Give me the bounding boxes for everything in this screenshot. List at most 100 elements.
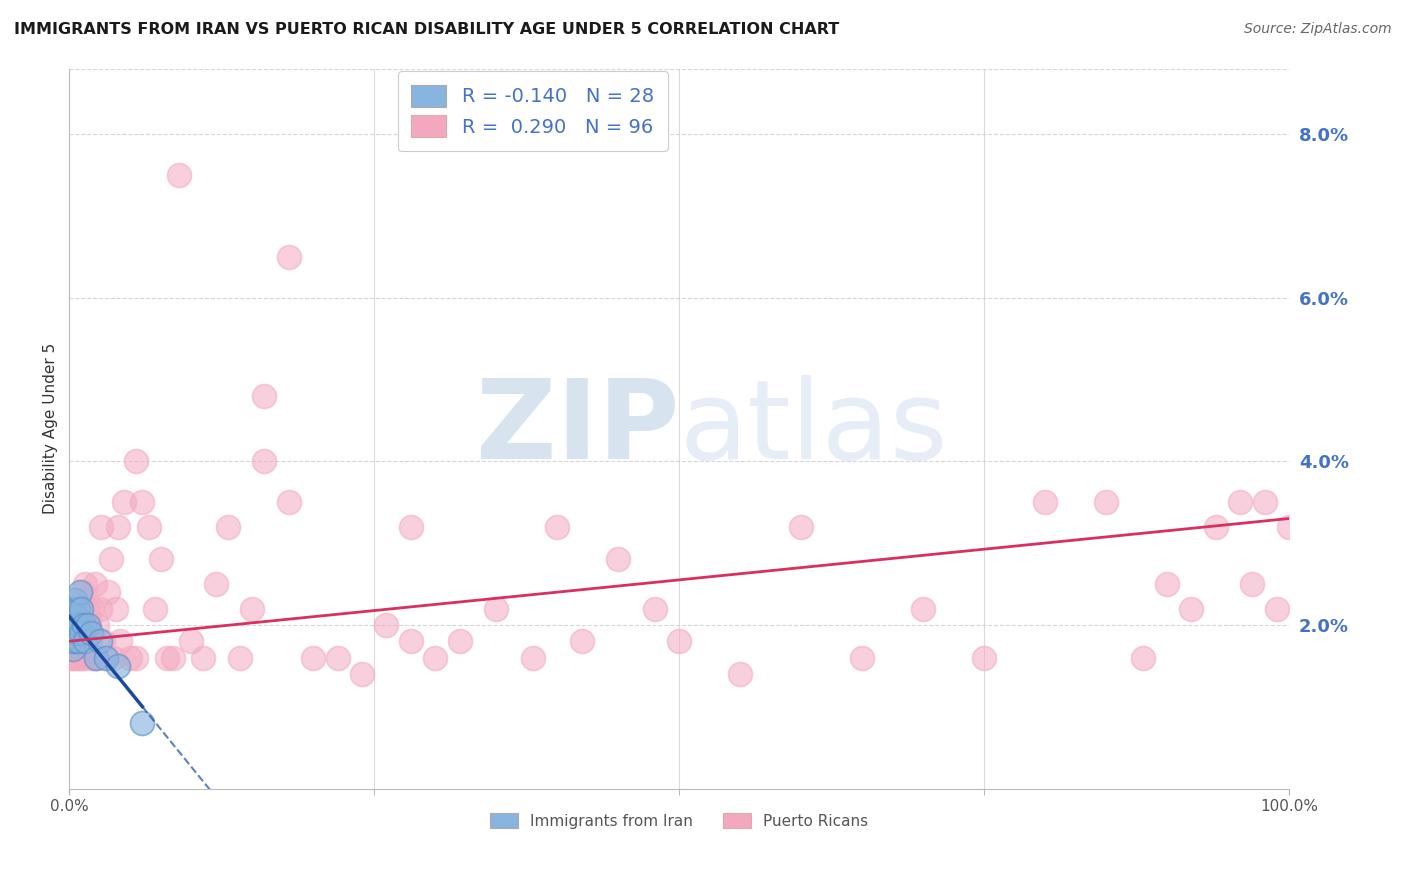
Text: ZIP: ZIP: [475, 375, 679, 482]
Point: [668, 634, 690, 648]
Point: [112, 495, 135, 509]
Point: [70, 601, 93, 615]
Point: [84, 650, 107, 665]
Point: [790, 519, 813, 533]
Point: [94, 650, 117, 665]
Point: [253, 454, 276, 468]
Point: [73, 650, 96, 665]
Point: [204, 577, 226, 591]
Point: [350, 667, 373, 681]
Point: [62, 626, 84, 640]
Point: [100, 552, 122, 566]
Point: [93, 634, 115, 648]
Y-axis label: Disability Age Under 5: Disability Age Under 5: [44, 343, 58, 514]
Point: [253, 389, 276, 403]
Point: [240, 601, 263, 615]
Point: [75, 634, 97, 648]
Text: Source: ZipAtlas.com: Source: ZipAtlas.com: [1244, 22, 1392, 37]
Point: [326, 650, 349, 665]
Point: [107, 519, 129, 533]
Point: [69, 618, 91, 632]
Point: [125, 650, 148, 665]
Point: [138, 519, 160, 533]
Point: [80, 650, 103, 665]
Point: [143, 601, 166, 615]
Point: [65, 626, 87, 640]
Point: [607, 552, 630, 566]
Text: atlas: atlas: [679, 375, 948, 482]
Point: [63, 650, 86, 665]
Point: [1229, 495, 1251, 509]
Point: [375, 618, 398, 632]
Point: [423, 650, 446, 665]
Point: [73, 618, 96, 632]
Point: [399, 519, 422, 533]
Point: [69, 650, 91, 665]
Point: [973, 650, 995, 665]
Point: [65, 618, 87, 632]
Point: [1205, 519, 1227, 533]
Point: [912, 601, 935, 615]
Legend: Immigrants from Iran, Puerto Ricans: Immigrants from Iran, Puerto Ricans: [484, 806, 875, 835]
Point: [62, 634, 84, 648]
Point: [229, 650, 252, 665]
Point: [65, 626, 87, 640]
Point: [125, 454, 148, 468]
Point: [66, 626, 89, 640]
Point: [67, 634, 90, 648]
Point: [65, 601, 87, 615]
Text: IMMIGRANTS FROM IRAN VS PUERTO RICAN DISABILITY AGE UNDER 5 CORRELATION CHART: IMMIGRANTS FROM IRAN VS PUERTO RICAN DIS…: [14, 22, 839, 37]
Point: [63, 634, 86, 648]
Point: [1095, 495, 1118, 509]
Point: [60, 634, 83, 648]
Point: [1156, 577, 1178, 591]
Point: [62, 609, 84, 624]
Point: [82, 601, 104, 615]
Point: [193, 650, 215, 665]
Point: [1132, 650, 1154, 665]
Point: [63, 601, 86, 615]
Point: [156, 650, 179, 665]
Point: [1253, 495, 1275, 509]
Point: [62, 601, 84, 615]
Point: [217, 519, 239, 533]
Point: [65, 593, 87, 607]
Point: [97, 585, 120, 599]
Point: [107, 658, 129, 673]
Point: [72, 585, 94, 599]
Point: [1265, 601, 1288, 615]
Point: [1278, 519, 1301, 533]
Point: [79, 634, 101, 648]
Point: [69, 585, 91, 599]
Point: [277, 250, 299, 264]
Point: [73, 618, 96, 632]
Point: [302, 650, 325, 665]
Point: [62, 642, 84, 657]
Point: [1033, 495, 1056, 509]
Point: [67, 609, 90, 624]
Point: [70, 634, 93, 648]
Point: [66, 634, 89, 648]
Point: [89, 601, 111, 615]
Point: [728, 667, 751, 681]
Point: [86, 618, 108, 632]
Point: [449, 634, 471, 648]
Point: [104, 601, 127, 615]
Point: [60, 650, 83, 665]
Point: [162, 650, 184, 665]
Point: [70, 626, 93, 640]
Point: [65, 609, 87, 624]
Point: [65, 609, 87, 624]
Point: [644, 601, 666, 615]
Point: [1241, 577, 1264, 591]
Point: [1180, 601, 1202, 615]
Point: [90, 519, 112, 533]
Point: [149, 552, 172, 566]
Point: [76, 601, 98, 615]
Point: [522, 650, 544, 665]
Point: [84, 650, 107, 665]
Point: [83, 577, 105, 591]
Point: [59, 609, 82, 624]
Point: [131, 716, 153, 731]
Point: [571, 634, 593, 648]
